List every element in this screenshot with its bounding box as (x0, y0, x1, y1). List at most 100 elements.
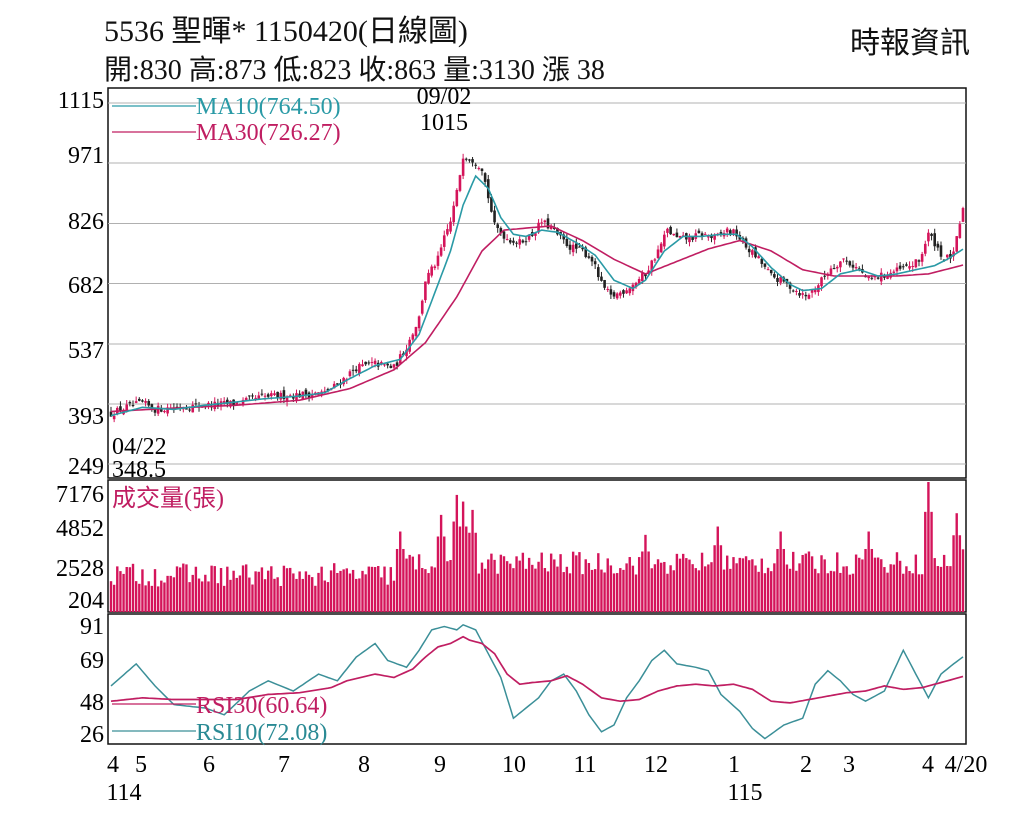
volume-bar (367, 566, 371, 612)
volume-bar (531, 564, 534, 612)
volume-ytick: 4852 (56, 516, 104, 542)
volume-bar (685, 558, 688, 612)
candle-body (666, 228, 669, 233)
candle-body (656, 249, 660, 259)
volume-bar (656, 559, 660, 612)
x-tick: 1 (728, 752, 740, 778)
volume-bar (606, 558, 609, 612)
candle-body (549, 226, 553, 229)
volume-bar (955, 513, 958, 612)
volume-bar (364, 574, 367, 612)
volume-bar (477, 573, 481, 612)
volume-bar (238, 575, 242, 612)
candle-body (263, 395, 267, 397)
candle-body (483, 173, 487, 182)
x-tick: 3 (843, 752, 855, 778)
volume-bar (895, 552, 899, 612)
candle-body (835, 266, 839, 269)
volume-bar (260, 567, 264, 612)
candle-body (442, 235, 446, 247)
volume-bar (908, 570, 911, 612)
price-ytick: 537 (68, 338, 104, 364)
volume-bar (421, 568, 424, 612)
volume-bar (681, 553, 685, 612)
candle-body (562, 234, 566, 240)
volume-bar (326, 582, 330, 612)
candle-body (446, 229, 449, 235)
candle-body (241, 399, 245, 406)
candle-body (813, 289, 817, 293)
candle-body (637, 279, 641, 284)
rsi30-line (110, 635, 964, 704)
volume-bar (414, 569, 418, 612)
candle-body (952, 251, 955, 257)
candle-body (364, 361, 367, 365)
volume-bar (241, 565, 245, 612)
candle-body (351, 369, 355, 371)
volume-bar (590, 569, 594, 612)
candle-body (521, 240, 525, 243)
candle-body (270, 393, 273, 397)
volume-bar (669, 565, 672, 612)
volume-bar (628, 557, 631, 612)
volume-bar (279, 585, 282, 612)
volume-bar (710, 562, 713, 612)
volume-bar (537, 561, 540, 612)
candle-body (191, 404, 195, 413)
volume-bar (285, 568, 289, 612)
data-source: 時報資訊 (850, 27, 970, 60)
volume-bar (559, 554, 562, 612)
candle-body (480, 168, 484, 171)
x-tick: 4 (107, 752, 119, 778)
candle-body (961, 208, 965, 222)
volume-bar (254, 571, 257, 612)
volume-bar (182, 563, 185, 612)
candle-body (515, 242, 518, 244)
candle-body (163, 410, 166, 413)
volume-bar (883, 567, 886, 612)
rsi-y-axis: 91 69 48 26 (80, 614, 104, 748)
volume-bar (276, 577, 279, 612)
x-tick: 4 (922, 752, 934, 778)
volume-bar (726, 555, 729, 612)
candle-body (188, 409, 191, 411)
candle-body (556, 227, 559, 235)
volume-bar (543, 568, 547, 612)
volume-bar (889, 564, 892, 612)
volume-bar (251, 584, 254, 612)
candle-body (650, 260, 654, 273)
volume-bar (295, 578, 298, 612)
price-gridlines (108, 102, 966, 465)
volume-bar (876, 557, 880, 612)
volume-bar (942, 554, 946, 612)
price-ytick: 682 (68, 273, 104, 299)
volume-bar (244, 564, 248, 612)
candle-body (603, 279, 606, 288)
low-annotation-value: 348.5 (112, 457, 166, 483)
candle-body (540, 222, 544, 224)
candle-body (493, 210, 496, 223)
volume-title: 成交量(張) (112, 485, 224, 512)
candle-body (911, 266, 914, 268)
candle-body (502, 231, 506, 239)
candle-body (760, 258, 764, 264)
candle-body (226, 399, 229, 404)
candle-body (458, 175, 462, 191)
volume-bar (405, 558, 408, 612)
volume-bar (826, 573, 830, 612)
volume-bar (329, 570, 333, 612)
volume-bar (807, 551, 811, 612)
volume-bar (452, 521, 455, 612)
volume-bar (229, 579, 232, 612)
volume-bar (499, 554, 503, 612)
candle-body (354, 369, 358, 372)
candle-body (392, 364, 396, 368)
candle-body (411, 334, 415, 340)
candle-body (348, 371, 352, 377)
x-year: 115 (727, 780, 762, 806)
candle-body (939, 245, 943, 257)
volume-bar (886, 572, 889, 612)
volume-bar (546, 571, 550, 612)
x-tick: 5 (135, 752, 147, 778)
volume-bar (163, 582, 166, 612)
